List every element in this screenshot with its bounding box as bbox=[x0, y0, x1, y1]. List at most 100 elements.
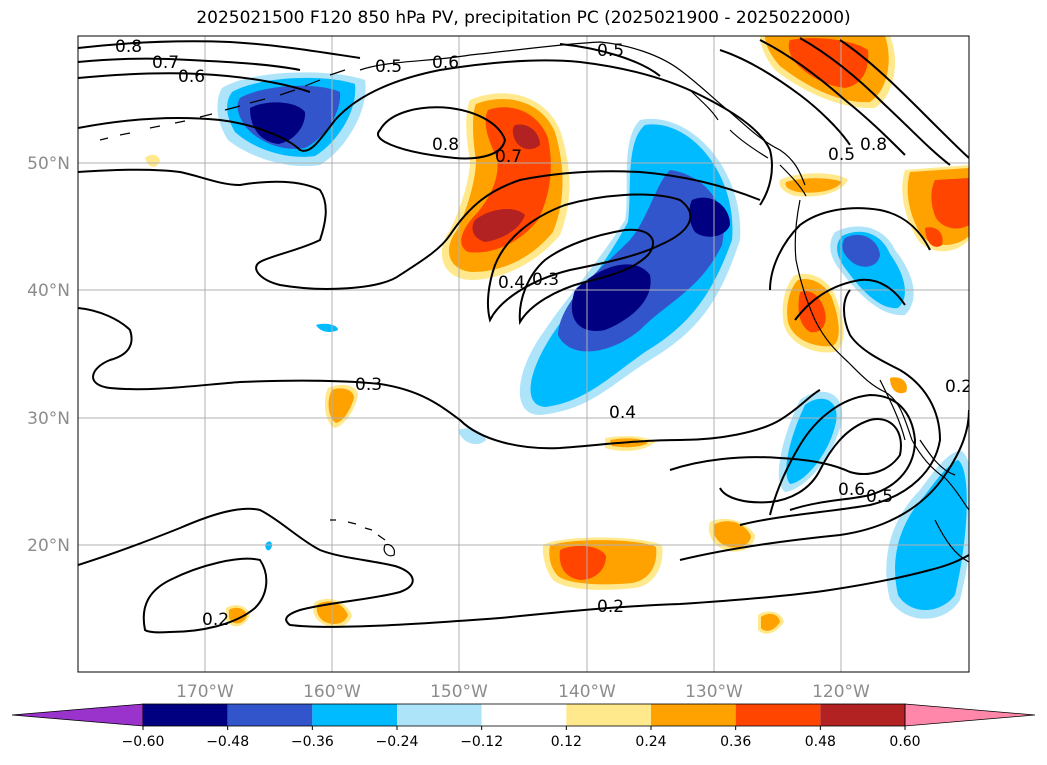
contour-label: 0.7 bbox=[152, 53, 179, 73]
pv-contour bbox=[669, 418, 902, 504]
pv-contour bbox=[559, 37, 969, 166]
pv-contour bbox=[486, 193, 692, 323]
map-title: 2025021500 F120 850 hPa PV, precipitatio… bbox=[196, 8, 851, 28]
colorbar-tick-label: 0.48 bbox=[805, 734, 836, 750]
precip-positive-region bbox=[890, 377, 907, 394]
lon-tick-label: 130°W bbox=[685, 682, 743, 702]
coastlines bbox=[99, 41, 969, 563]
precip-negative-region bbox=[265, 541, 272, 551]
colorbar-frame bbox=[142, 703, 906, 727]
precip-positive-region bbox=[931, 178, 969, 229]
pv-contours bbox=[78, 37, 969, 634]
coastline-west-us bbox=[794, 199, 969, 511]
lon-tick-label: 160°W bbox=[303, 682, 361, 702]
contour-label: 0.7 bbox=[495, 147, 522, 167]
precip-negative-region bbox=[842, 234, 880, 267]
colorbar-tick-label: −0.60 bbox=[122, 734, 165, 750]
precip-positive-region bbox=[145, 154, 160, 167]
precip-positive-region bbox=[229, 607, 247, 624]
colorbar-segment bbox=[312, 704, 397, 726]
lat-tick-label: 20°N bbox=[27, 536, 70, 556]
lon-tick-label: 140°W bbox=[558, 682, 616, 702]
lon-tick-label: 150°W bbox=[430, 682, 488, 702]
contour-label: 0.2 bbox=[202, 610, 229, 630]
colorbar-segment bbox=[820, 704, 905, 726]
colorbar-segment bbox=[566, 704, 651, 726]
colorbar-segment bbox=[481, 704, 567, 726]
contour-label: 0.5 bbox=[375, 57, 402, 77]
contour-label: 0.6 bbox=[432, 53, 459, 73]
lat-tick-label: 30°N bbox=[27, 409, 70, 429]
colorbar-tick-label: −0.48 bbox=[206, 734, 249, 750]
colorbar-segment bbox=[227, 704, 313, 726]
precip-positive-region bbox=[788, 38, 869, 88]
precip-negative-region bbox=[689, 197, 730, 237]
contour-label: 0.2 bbox=[597, 597, 624, 617]
coastline-alaska bbox=[359, 41, 806, 186]
colorbar-tick-label: −0.12 bbox=[460, 734, 503, 750]
contour-label: 0.3 bbox=[532, 270, 559, 290]
lat-tick-label: 40°N bbox=[27, 281, 70, 301]
lon-tick-label: 120°W bbox=[812, 682, 870, 702]
contour-label: 0.8 bbox=[860, 135, 887, 155]
colorbar-segment bbox=[143, 704, 228, 726]
contour-label: 0.6 bbox=[838, 480, 865, 500]
contour-label: 0.3 bbox=[355, 375, 382, 395]
colorbar-tick-label: 0.12 bbox=[551, 734, 582, 750]
colorbar-segment bbox=[651, 704, 736, 726]
hawaiian-islands bbox=[330, 519, 395, 557]
precip-negative-region bbox=[786, 398, 837, 484]
contour-label: 0.5 bbox=[828, 145, 855, 165]
pv-contour bbox=[794, 278, 906, 321]
pv-contour bbox=[78, 57, 301, 71]
precip-positive-region bbox=[785, 178, 842, 193]
pv-contour bbox=[769, 207, 931, 291]
map-plot-area: 0.8 0.7 0.6 0.5 0.6 0.5 0.8 0.7 0.4 0.3 … bbox=[78, 36, 972, 672]
contour-label: 0.2 bbox=[945, 377, 972, 397]
pv-contour bbox=[78, 59, 773, 206]
colorbar: −0.60 −0.48 −0.36 −0.24 −0.12 0.12 0.24 0.36 0.4… bbox=[11, 703, 1036, 750]
precip-negative-region bbox=[458, 428, 486, 445]
map-frame bbox=[77, 35, 970, 673]
pv-contour bbox=[739, 289, 942, 526]
contour-label: 0.8 bbox=[115, 37, 142, 57]
contour-labels: 0.8 0.7 0.6 0.5 0.6 0.5 0.8 0.7 0.4 0.3 … bbox=[115, 37, 972, 630]
contour-label: 0.6 bbox=[178, 67, 205, 87]
pv-contour bbox=[78, 72, 311, 93]
precip-positive-region bbox=[559, 545, 606, 580]
longitude-ticks: 170°W 160°W 150°W 140°W 130°W 120°W bbox=[176, 682, 870, 702]
pv-contour bbox=[679, 409, 969, 561]
pv-contour bbox=[769, 393, 917, 516]
contour-label: 0.5 bbox=[597, 41, 624, 61]
colorbar-segment bbox=[397, 704, 482, 726]
coastline-baja bbox=[879, 379, 956, 476]
colorbar-tick-label: 0.36 bbox=[720, 734, 751, 750]
lon-tick-label: 170°W bbox=[176, 682, 234, 702]
contour-label: 0.4 bbox=[609, 403, 636, 423]
precip-positive-region bbox=[512, 124, 540, 150]
colorbar-segment bbox=[735, 704, 821, 726]
aleutian-islands bbox=[99, 69, 346, 141]
contour-label: 0.5 bbox=[866, 487, 893, 507]
pv-contour bbox=[78, 307, 821, 450]
pv-contour bbox=[78, 507, 969, 628]
colorbar-tick-label: −0.36 bbox=[291, 734, 334, 750]
contour-label: 0.8 bbox=[432, 135, 459, 155]
latitude-ticks: 50°N 40°N 30°N 20°N bbox=[27, 154, 70, 556]
colorbar-segment bbox=[904, 703, 1036, 727]
pv-contour bbox=[142, 557, 268, 634]
pv-contour bbox=[518, 228, 654, 326]
colorbar-tick-label: 0.24 bbox=[635, 734, 666, 750]
precip-positive-region bbox=[761, 613, 780, 631]
colorbar-tick-label: 0.60 bbox=[889, 734, 920, 750]
lat-tick-label: 50°N bbox=[27, 154, 70, 174]
precip-negative-region bbox=[250, 102, 306, 144]
colorbar-segment bbox=[11, 703, 144, 727]
pv-contour bbox=[376, 106, 507, 160]
colorbar-tick-label: −0.24 bbox=[376, 734, 419, 750]
precip-positive-region bbox=[328, 388, 354, 423]
pv-contour bbox=[78, 40, 361, 59]
pv-contour bbox=[78, 168, 761, 290]
coastline-mexico bbox=[934, 519, 969, 563]
